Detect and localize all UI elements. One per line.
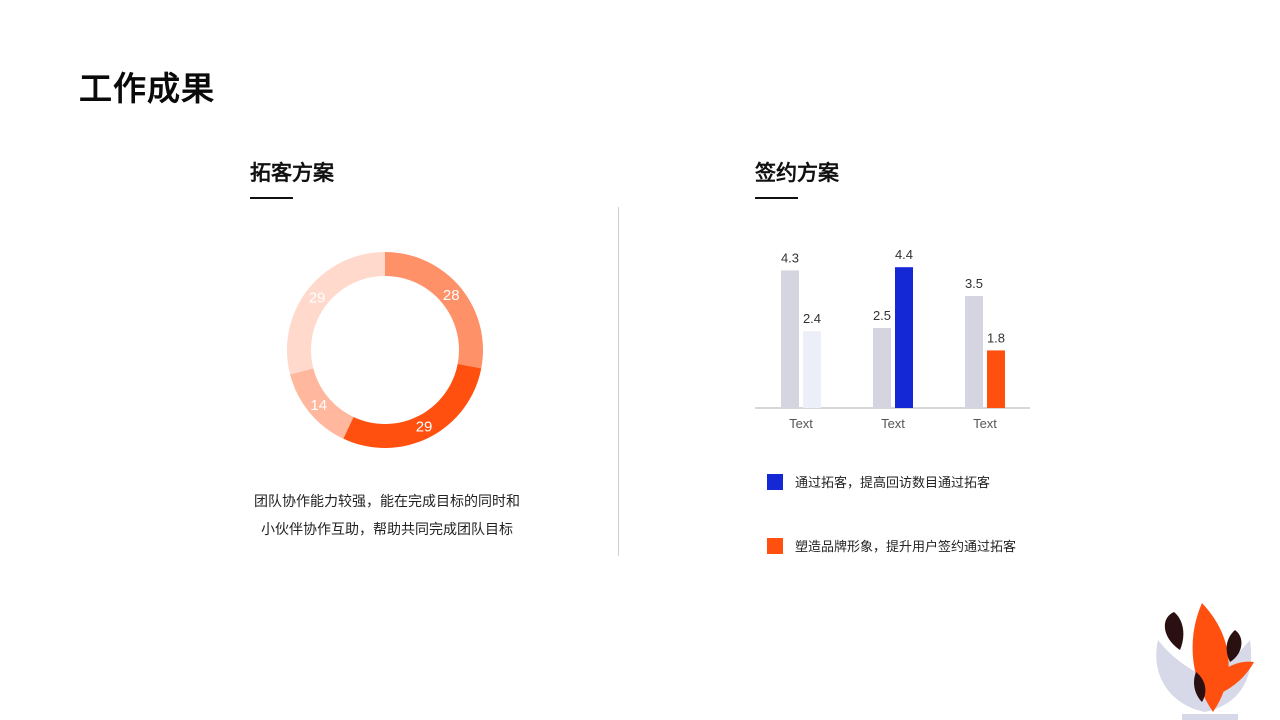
bar-value-1-2: 2.4 [803, 311, 821, 326]
section-underline-signing [755, 197, 798, 199]
section-divider [618, 207, 619, 556]
donut-slice-1 [385, 252, 483, 369]
donut-chart: 28 29 14 29 [287, 252, 483, 448]
section-underline-acquisition [250, 197, 293, 199]
donut-label-3: 14 [310, 397, 327, 414]
legend-item-1: 通过拓客，提高回访数目通过拓客 [767, 472, 990, 491]
bar-3-1 [965, 296, 983, 408]
bar-value-1-1: 4.3 [781, 250, 799, 265]
bar-1-2 [803, 331, 821, 408]
donut-slice-4 [287, 252, 385, 375]
x-tick-label-1: Text [789, 416, 813, 431]
donut-label-4: 29 [309, 289, 326, 306]
bar-value-3-2: 1.8 [987, 330, 1005, 345]
bar-value-2-1: 2.5 [873, 308, 891, 323]
bar-1-1 [781, 270, 799, 408]
section-title-acquisition: 拓客方案 [250, 161, 334, 185]
legend-swatch-2 [767, 537, 783, 554]
section-description: 团队协作能力较强，能在完成目标的同时和小伙伴协作互助，帮助共同完成团队目标 [254, 494, 520, 538]
donut-slice-3 [290, 368, 354, 439]
legend-label-1: 通过拓客，提高回访数目通过拓客 [795, 476, 991, 491]
bar-value-3-1: 3.5 [965, 276, 983, 291]
donut-slice-2 [343, 363, 482, 448]
bar-3-2 [987, 350, 1005, 408]
bar-chart: 4.3 2.4 Text 2.5 4.4 Text 3.5 1.8 Text [755, 247, 1030, 431]
donut-label-2: 29 [416, 419, 433, 436]
x-tick-label-2: Text [881, 416, 905, 431]
legend-swatch-1 [767, 473, 783, 490]
legend-item-2: 塑造品牌形象，提升用户签约通过拓客 [767, 536, 1016, 555]
bar-2-1 [873, 328, 891, 408]
bar-2-2 [895, 267, 913, 408]
section-title-signing: 签约方案 [755, 161, 839, 185]
legend-label-2: 塑造品牌形象，提升用户签约通过拓客 [795, 540, 1017, 555]
x-tick-label-3: Text [973, 416, 997, 431]
plant-decoration-icon [1156, 603, 1254, 720]
page-title: 工作成果 [79, 69, 215, 108]
bar-value-2-2: 4.4 [895, 247, 913, 262]
donut-label-1: 28 [443, 287, 460, 304]
